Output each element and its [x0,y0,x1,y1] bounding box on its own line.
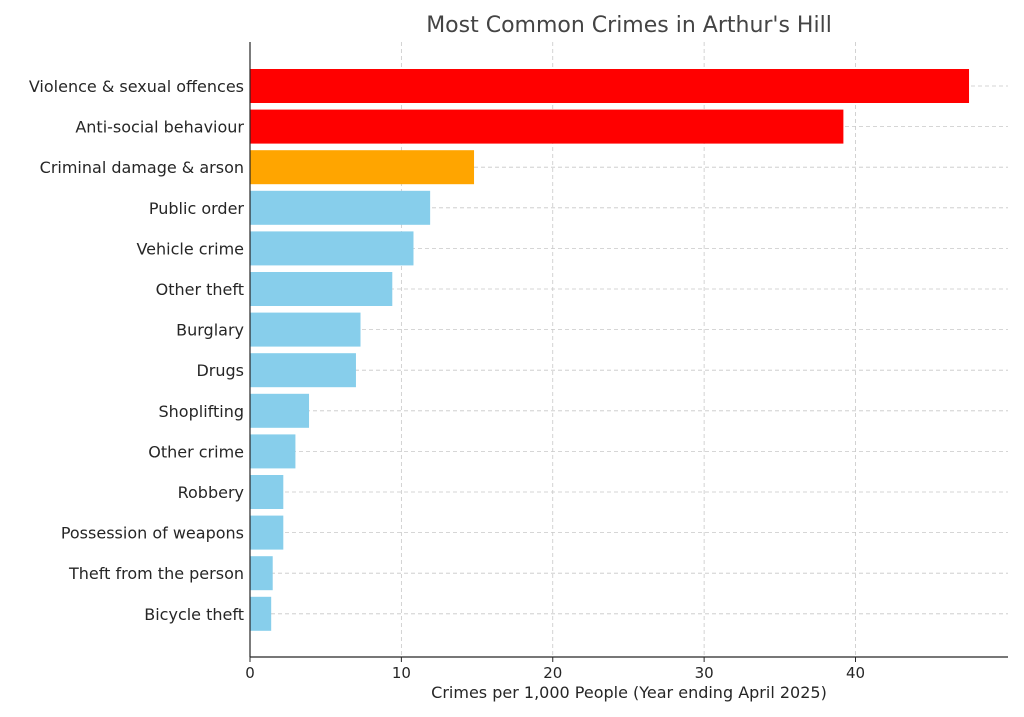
category-label-13: Bicycle theft [144,605,244,624]
category-label-1: Anti-social behaviour [75,118,244,137]
x-tick-label-0: 0 [245,664,255,682]
category-labels: Violence & sexual offences Anti-social be… [29,77,245,624]
category-label-10: Robbery [178,483,244,502]
grid-lines [249,42,1008,657]
x-tick-labels: 0 10 20 30 40 [245,664,865,682]
category-label-5: Other theft [156,280,244,299]
category-label-11: Possession of weapons [61,524,244,543]
category-label-9: Other crime [148,442,244,461]
x-tick-label-1: 10 [392,664,411,682]
bar-6 [250,312,361,347]
axes [249,42,1008,662]
bar-2 [250,150,475,185]
bar-7 [250,353,356,388]
bars [250,69,970,631]
x-tick-label-4: 40 [846,664,865,682]
category-label-6: Burglary [176,321,244,340]
category-label-4: Vehicle crime [136,239,244,258]
bar-1 [250,109,844,144]
category-label-7: Drugs [196,361,244,380]
bar-8 [250,393,310,428]
category-label-2: Criminal damage & arson [40,158,244,177]
bar-9 [250,434,296,469]
chart-title: Most Common Crimes in Arthur's Hill [426,13,832,38]
bar-0 [250,69,970,103]
category-label-0: Violence & sexual offences [29,77,244,96]
bar-11 [250,515,284,550]
category-label-3: Public order [149,199,245,218]
x-axis-label: Crimes per 1,000 People (Year ending Apr… [431,683,827,702]
bar-5 [250,272,393,306]
bar-13 [250,596,272,631]
category-label-8: Shoplifting [159,402,245,421]
x-tick-label-3: 30 [695,664,714,682]
bar-3 [250,190,431,225]
x-tick-label-2: 20 [543,664,562,682]
category-label-12: Theft from the person [68,564,244,583]
bar-4 [250,231,414,266]
bar-12 [250,556,273,591]
bar-10 [250,475,284,509]
